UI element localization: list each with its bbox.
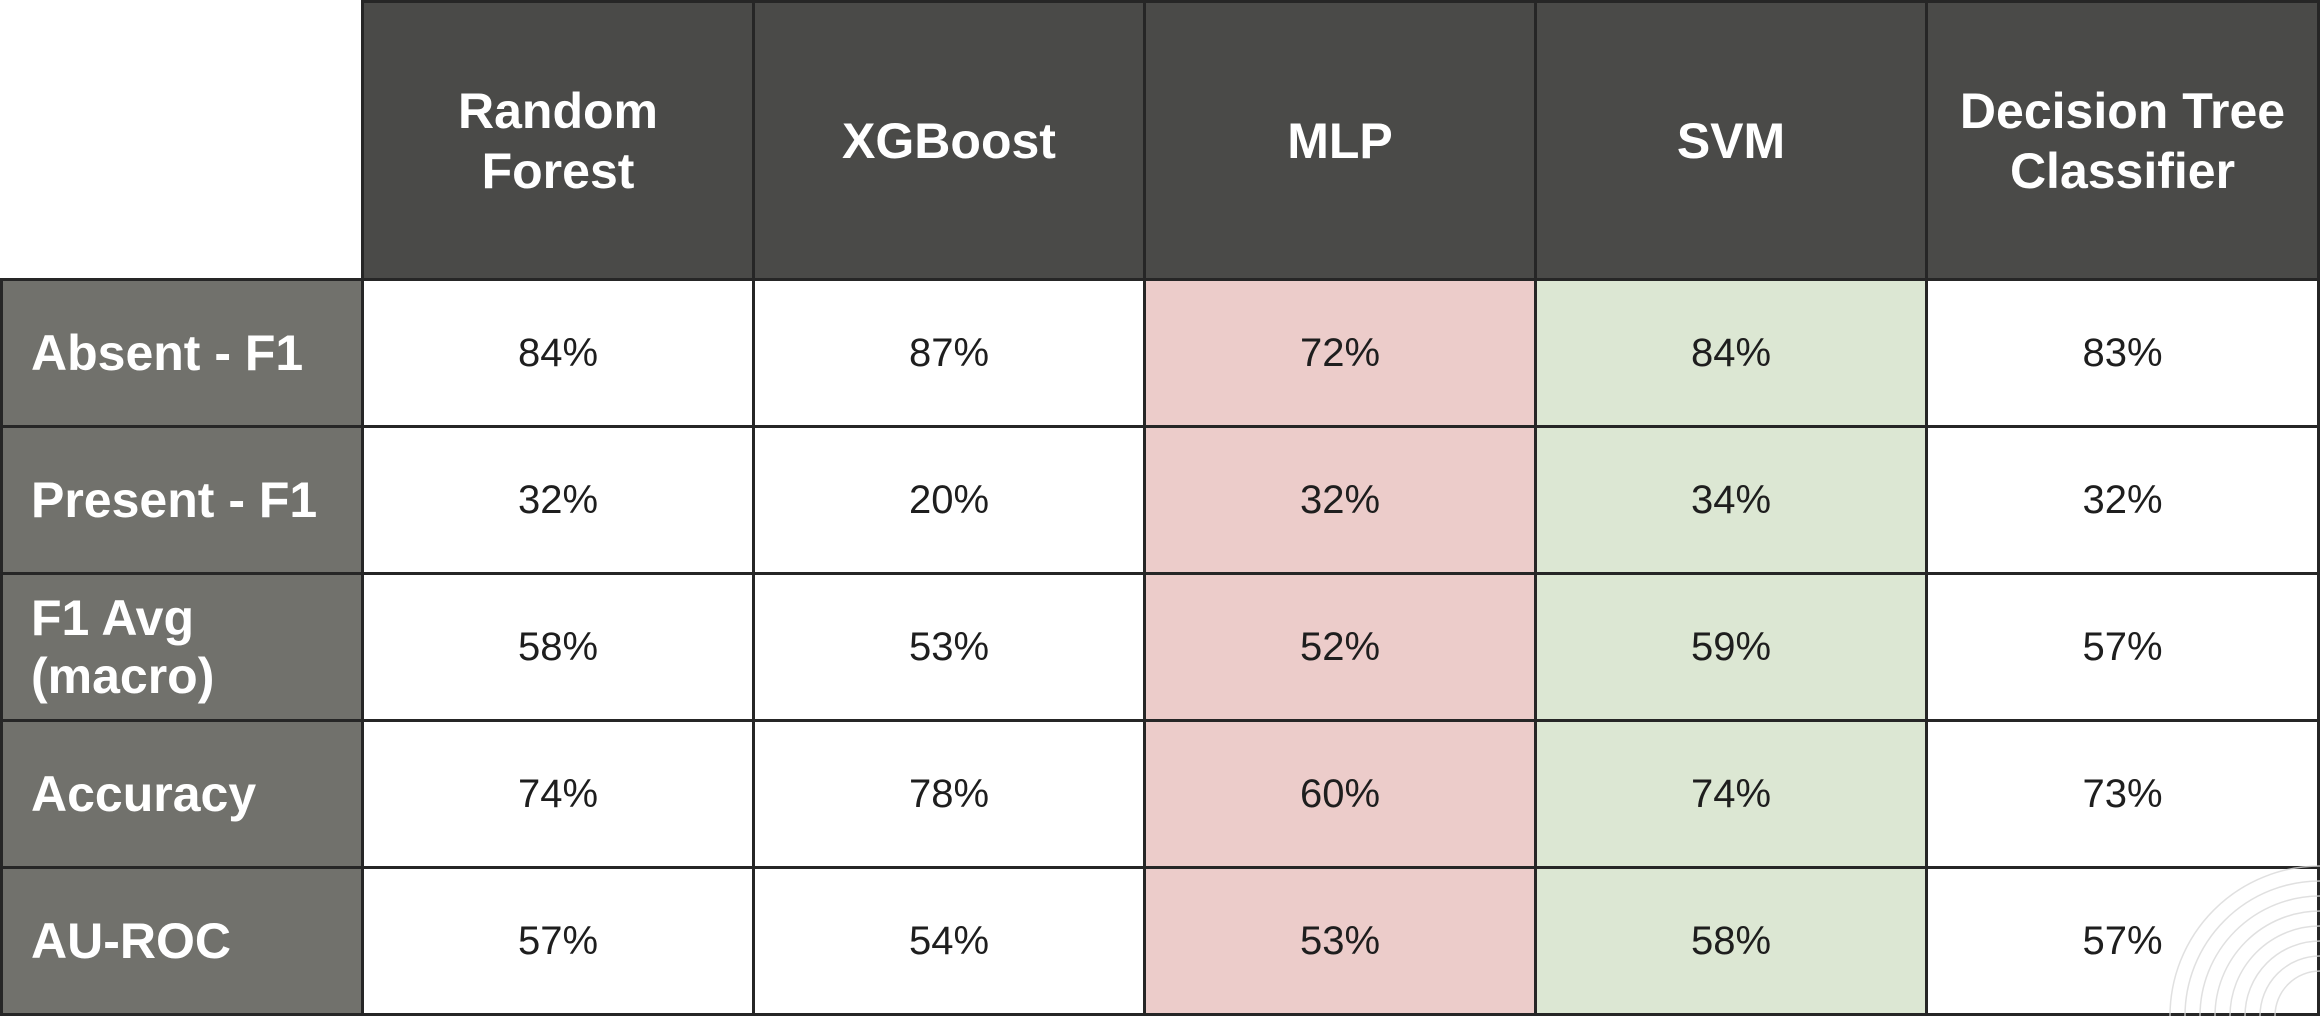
table-cell: 54% bbox=[752, 866, 1146, 1016]
row-header-label: F1 Avg (macro) bbox=[31, 590, 215, 704]
table-cell: 84% bbox=[361, 278, 755, 428]
table-cell: 20% bbox=[752, 425, 1146, 575]
table-cell: 53% bbox=[752, 572, 1146, 722]
table-cell: 72% bbox=[1143, 278, 1537, 428]
table-cell: 59% bbox=[1534, 572, 1928, 722]
column-header-svm: SVM bbox=[1534, 0, 1928, 281]
table-cell: 52% bbox=[1143, 572, 1537, 722]
table-cell: 57% bbox=[1925, 572, 2320, 722]
table-cell: 83% bbox=[1925, 278, 2320, 428]
row-header-absent-f1: Absent - F1 bbox=[0, 278, 364, 428]
column-header-label: Random Forest bbox=[458, 82, 658, 199]
table-cell: 32% bbox=[1143, 425, 1537, 575]
table-corner bbox=[2, 2, 363, 280]
table-cell: 74% bbox=[1534, 719, 1928, 869]
table-row: Absent - F1 84% 87% 72% 84% 83% bbox=[0, 278, 2320, 428]
table-cell: 84% bbox=[1534, 278, 1928, 428]
table-header-row: Random Forest XGBoost MLP SVM Decision T… bbox=[2, 0, 2320, 281]
table-row: F1 Avg (macro) 58% 53% 52% 59% 57% bbox=[0, 572, 2320, 722]
table-cell: 60% bbox=[1143, 719, 1537, 869]
table-cell: 87% bbox=[752, 278, 1146, 428]
table-cell: 58% bbox=[1534, 866, 1928, 1016]
column-header-mlp: MLP bbox=[1143, 0, 1537, 281]
column-header-label: Decision Tree Classifier bbox=[1959, 82, 2286, 199]
column-header-xgboost: XGBoost bbox=[752, 0, 1146, 281]
table-cell: 32% bbox=[1925, 425, 2320, 575]
row-header-label: Present - F1 bbox=[31, 472, 318, 528]
row-header-label: AU-ROC bbox=[31, 913, 231, 969]
row-header-au-roc: AU-ROC bbox=[0, 866, 364, 1016]
column-header-label: SVM bbox=[1676, 112, 1786, 169]
table-cell: 32% bbox=[361, 425, 755, 575]
column-header-random-forest: Random Forest bbox=[361, 0, 755, 281]
table-cell: 78% bbox=[752, 719, 1146, 869]
table-cell: 73% bbox=[1925, 719, 2320, 869]
column-header-decision-tree-classifier: Decision Tree Classifier bbox=[1925, 0, 2320, 281]
table-row: AU-ROC 57% 54% 53% 58% 57% bbox=[0, 866, 2320, 1016]
column-header-label: XGBoost bbox=[842, 112, 1056, 169]
row-header-f1-avg-macro: F1 Avg (macro) bbox=[0, 572, 364, 722]
column-header-label: MLP bbox=[1287, 112, 1393, 169]
table-cell: 34% bbox=[1534, 425, 1928, 575]
row-header-accuracy: Accuracy bbox=[0, 719, 364, 869]
table-cell: 57% bbox=[1925, 866, 2320, 1016]
table-cell: 57% bbox=[361, 866, 755, 1016]
table-cell: 74% bbox=[361, 719, 755, 869]
row-header-label: Accuracy bbox=[31, 766, 257, 822]
row-header-label: Absent - F1 bbox=[31, 325, 304, 381]
table-cell: 53% bbox=[1143, 866, 1537, 1016]
row-header-present-f1: Present - F1 bbox=[0, 425, 364, 575]
table-cell: 58% bbox=[361, 572, 755, 722]
table-row: Present - F1 32% 20% 32% 34% 32% bbox=[0, 425, 2320, 575]
table-row: Accuracy 74% 78% 60% 74% 73% bbox=[0, 719, 2320, 869]
